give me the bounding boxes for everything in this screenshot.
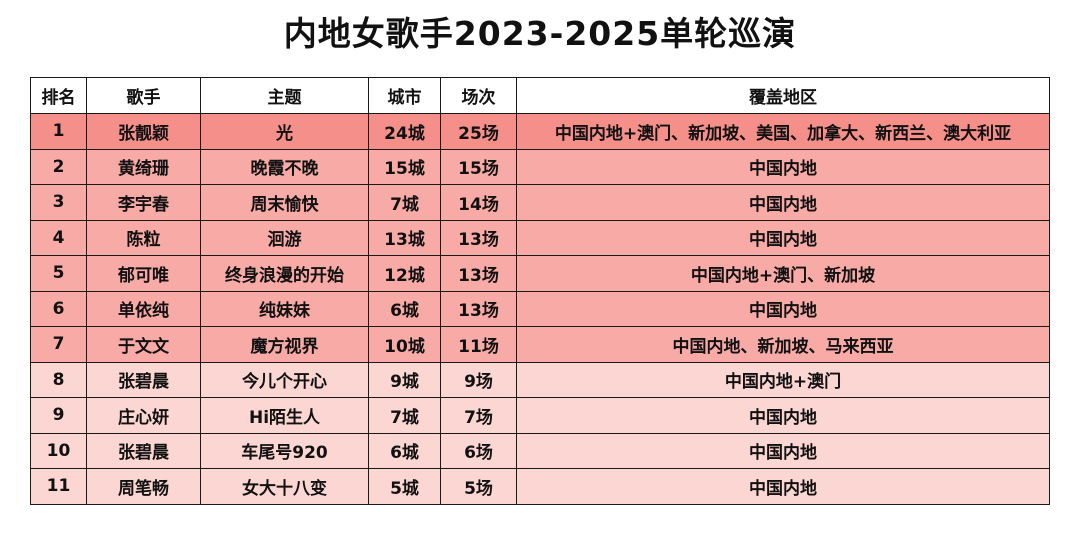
cell-cities: 7城 [368, 184, 441, 221]
cell-cities: 13城 [368, 219, 441, 256]
cell-singer: 张碧晨 [86, 361, 201, 398]
cell-shows: 15场 [440, 148, 517, 185]
cell-region: 中国内地、新加坡、马来西亚 [516, 326, 1050, 363]
header-shows: 场次 [440, 77, 517, 114]
cell-rank: 1 [30, 113, 87, 150]
table-row: 6 单依纯 纯妹妹 6城 13场 中国内地 [30, 290, 1050, 327]
table-row: 5 郁可唯 终身浪漫的开始 12城 13场 中国内地+澳门、新加坡 [30, 255, 1050, 292]
table-row: 11 周笔畅 女大十八变 5城 5场 中国内地 [30, 468, 1050, 505]
tour-table: 排名 歌手 主题 城市 场次 覆盖地区 1 张靓颖光 24城 25场 中国内地+澳门、新… [30, 77, 1050, 505]
cell-theme: 今儿个开心 [200, 361, 369, 398]
cell-theme: 洄游 [200, 219, 369, 256]
cell-singer: 张碧晨 [86, 432, 201, 469]
table-row: 4 陈粒 洄游 13城 13场 中国内地 [30, 219, 1050, 256]
page-title: 内地女歌手2023-2025单轮巡演 [283, 14, 797, 53]
cell-shows: 6场 [440, 432, 517, 469]
cell-cities: 15城 [368, 148, 441, 185]
cell-theme: Hi陌生人 [200, 397, 369, 434]
header-region: 覆盖地区 [516, 77, 1050, 114]
header-singer: 歌手 [86, 77, 201, 114]
cell-singer: 李宇春 [86, 184, 201, 221]
cell-region: 中国内地+澳门、新加坡 [516, 255, 1050, 292]
cell-region: 中国内地 [516, 290, 1050, 327]
cell-rank: 9 [30, 397, 87, 434]
table-row: 9 庄心妍 Hi陌生人 7城 7场 中国内地 [30, 397, 1050, 434]
cell-singer: 周笔畅 [86, 468, 201, 505]
cell-cities: 7城 [368, 397, 441, 434]
cell-region: 中国内地+澳门、新加坡、美国、加拿大、新西兰、澳大利亚 [516, 113, 1050, 150]
table-row: 1 张靓颖光 24城 25场 中国内地+澳门、新加坡、美国、加拿大、新西兰、澳大利亚 [30, 113, 1050, 150]
cell-shows: 13场 [440, 255, 517, 292]
cell-singer: 单依纯 [86, 290, 201, 327]
cell-rank: 8 [30, 361, 87, 398]
cell-rank: 2 [30, 148, 87, 185]
cell-singer: 郁可唯 [86, 255, 201, 292]
cell-shows: 14场 [440, 184, 517, 221]
cell-cities: 24城 [368, 113, 441, 150]
cell-theme: 魔方视界 [200, 326, 369, 363]
cell-theme: 光 [200, 113, 369, 150]
cell-theme: 车尾号920 [200, 432, 369, 469]
cell-shows: 7场 [440, 397, 517, 434]
cell-shows: 13场 [440, 219, 517, 256]
cell-singer: 庄心妍 [86, 397, 201, 434]
cell-theme: 女大十八变 [200, 468, 369, 505]
cell-singer: 于文文 [86, 326, 201, 363]
cell-theme: 周末愉快 [200, 184, 369, 221]
cell-rank: 4 [30, 219, 87, 256]
cell-cities: 5城 [368, 468, 441, 505]
cell-rank: 10 [30, 432, 87, 469]
table-row: 7 于文文 魔方视界 10城 11场 中国内地、新加坡、马来西亚 [30, 326, 1050, 363]
table-row: 3 李宇春 周末愉快 7城 14场 中国内地 [30, 184, 1050, 221]
cell-region: 中国内地 [516, 397, 1050, 434]
cell-singer: 张靓颖 [86, 113, 201, 150]
cell-singer: 陈粒 [86, 219, 201, 256]
cell-rank: 5 [30, 255, 87, 292]
table-row: 10 张碧晨 车尾号920 6城 6场 中国内地 [30, 432, 1050, 469]
cell-shows: 13场 [440, 290, 517, 327]
header-cities: 城市 [368, 77, 441, 114]
cell-shows: 25场 [440, 113, 517, 150]
cell-theme: 纯妹妹 [200, 290, 369, 327]
cell-region: 中国内地+澳门 [516, 361, 1050, 398]
cell-region: 中国内地 [516, 432, 1050, 469]
cell-shows: 9场 [440, 361, 517, 398]
header-theme: 主题 [200, 77, 369, 114]
cell-region: 中国内地 [516, 184, 1050, 221]
table-row: 8 张碧晨 今儿个开心 9城 9场 中国内地+澳门 [30, 361, 1050, 398]
cell-cities: 9城 [368, 361, 441, 398]
header-row: 排名 歌手 主题 城市 场次 覆盖地区 [30, 77, 1050, 114]
header-rank: 排名 [30, 77, 87, 114]
cell-region: 中国内地 [516, 148, 1050, 185]
cell-singer: 黄绮珊 [86, 148, 201, 185]
cell-shows: 11场 [440, 326, 517, 363]
cell-rank: 6 [30, 290, 87, 327]
cell-rank: 3 [30, 184, 87, 221]
cell-cities: 6城 [368, 432, 441, 469]
cell-cities: 10城 [368, 326, 441, 363]
cell-cities: 6城 [368, 290, 441, 327]
cell-region: 中国内地 [516, 468, 1050, 505]
cell-cities: 12城 [368, 255, 441, 292]
cell-theme: 晚霞不晚 [200, 148, 369, 185]
cell-rank: 11 [30, 468, 87, 505]
table-row: 2 黄绮珊 晚霞不晚 15城 15场 中国内地 [30, 148, 1050, 185]
cell-theme: 终身浪漫的开始 [200, 255, 369, 292]
cell-shows: 5场 [440, 468, 517, 505]
cell-region: 中国内地 [516, 219, 1050, 256]
cell-rank: 7 [30, 326, 87, 363]
